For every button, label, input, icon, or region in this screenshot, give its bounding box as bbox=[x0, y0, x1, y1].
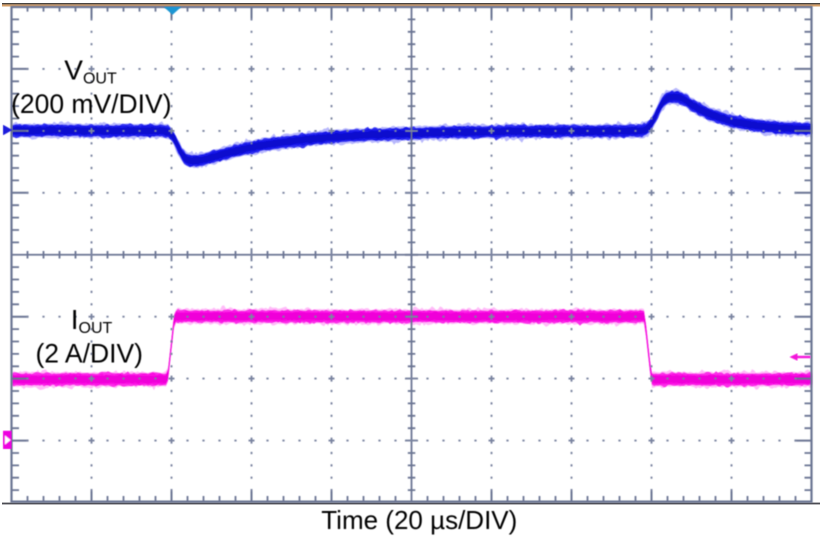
svg-text:(2 A/DIV): (2 A/DIV) bbox=[35, 339, 143, 369]
svg-text:(200 mV/DIV): (200 mV/DIV) bbox=[11, 89, 172, 119]
svg-text:Time (20 µs/DIV): Time (20 µs/DIV) bbox=[321, 505, 517, 535]
